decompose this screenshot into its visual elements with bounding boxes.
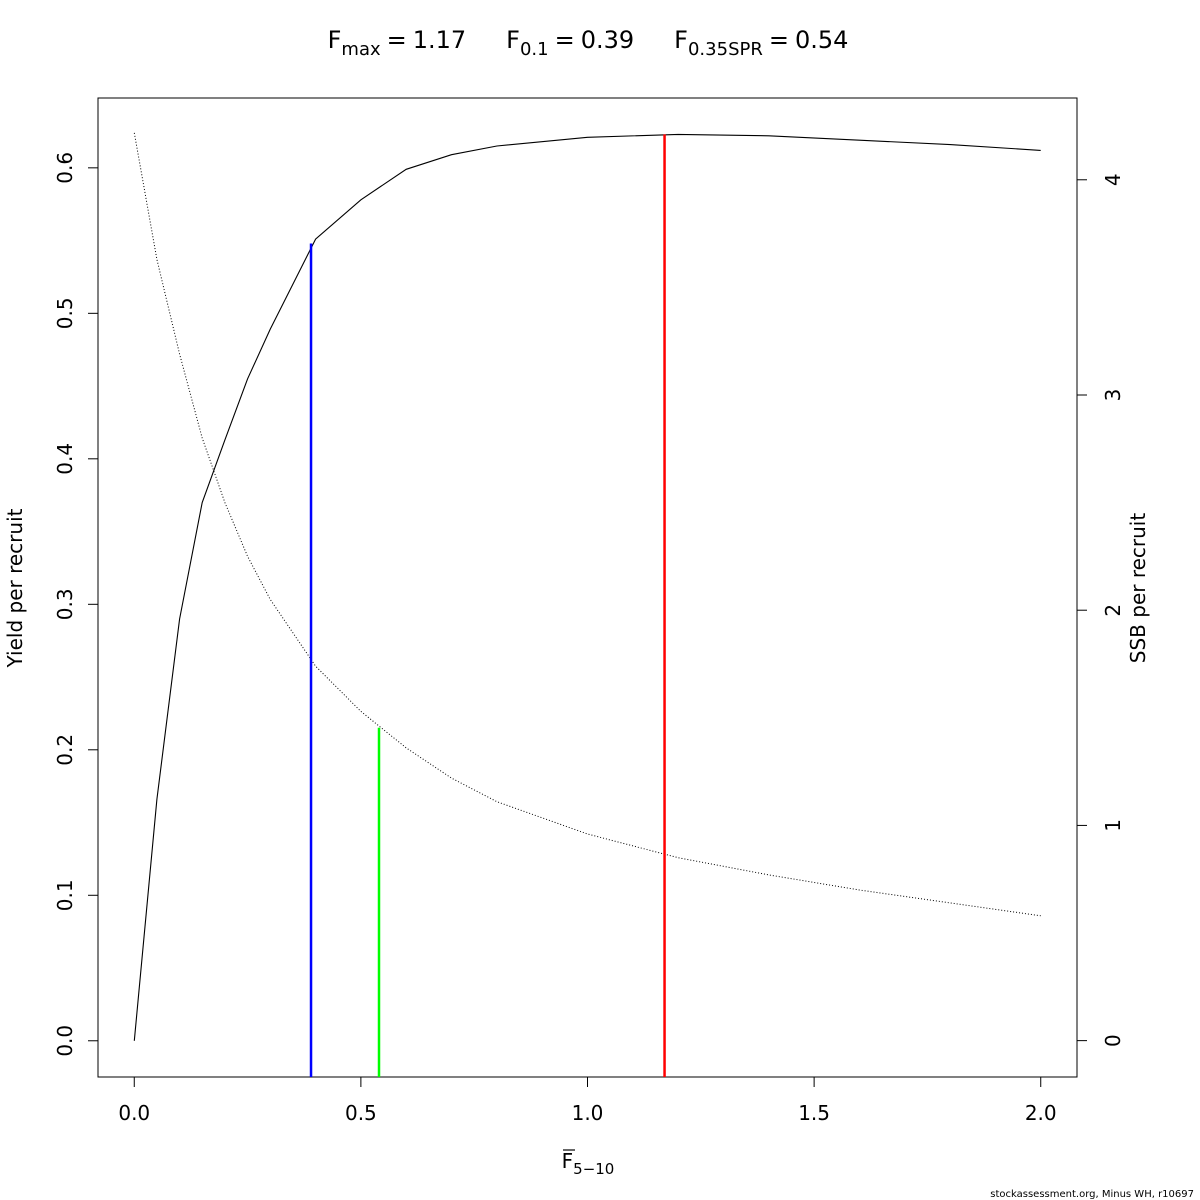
y-tick-label: 0.0 bbox=[53, 1025, 77, 1057]
x-tick-label: 2.0 bbox=[1025, 1101, 1057, 1125]
y2-tick-label: 3 bbox=[1101, 389, 1125, 402]
title-symbol: F bbox=[674, 26, 688, 54]
title-subscript: 0.1 bbox=[520, 39, 549, 60]
y-tick-label: 0.5 bbox=[53, 297, 77, 329]
y-tick-label: 0.1 bbox=[53, 879, 77, 911]
title-value: 0.54 bbox=[795, 26, 848, 54]
plot-frame bbox=[97, 97, 1078, 1078]
title-relation: = bbox=[555, 26, 575, 54]
y2-tick-label: 0 bbox=[1101, 1034, 1125, 1047]
y2-tick-label: 2 bbox=[1101, 604, 1125, 617]
title-value: 0.39 bbox=[581, 26, 634, 54]
title-relation: = bbox=[769, 26, 789, 54]
y-tick-label: 0.2 bbox=[53, 734, 77, 766]
x-tick-label: 1.5 bbox=[798, 1101, 830, 1125]
title-subscript: 0.35SPR bbox=[688, 39, 763, 60]
y-axis-label: Yield per recruit bbox=[3, 508, 27, 668]
y2-tick-label: 4 bbox=[1101, 173, 1125, 186]
y2-tick-label: 1 bbox=[1101, 819, 1125, 832]
y-tick-label: 0.6 bbox=[53, 152, 77, 184]
title-subscript: max bbox=[341, 39, 381, 60]
x-axis-label: F5−10 bbox=[562, 1149, 615, 1178]
title-value: 1.17 bbox=[413, 26, 466, 54]
x-tick-label: 1.0 bbox=[572, 1101, 604, 1125]
y-tick-label: 0.4 bbox=[53, 443, 77, 475]
title-symbol: F bbox=[328, 26, 342, 54]
title-symbol: F bbox=[506, 26, 520, 54]
x-tick-label: 0.0 bbox=[118, 1101, 150, 1125]
footer: stockassessment.org, Minus WH, r10697 bbox=[990, 1189, 1194, 1200]
x-label-symbol: F bbox=[562, 1149, 574, 1173]
chart-title: Fmax = 1.17 F0.1 = 0.39 F0.35SPR = 0.54 bbox=[328, 26, 849, 60]
x-tick-label: 0.5 bbox=[345, 1101, 377, 1125]
title-relation: = bbox=[387, 26, 407, 54]
y2-axis-label: SSB per recruit bbox=[1126, 513, 1150, 664]
curve bbox=[133, 132, 1041, 917]
y-tick-label: 0.3 bbox=[53, 588, 77, 620]
curve bbox=[133, 133, 1041, 1041]
x-label-subscript: 5−10 bbox=[573, 1160, 614, 1178]
